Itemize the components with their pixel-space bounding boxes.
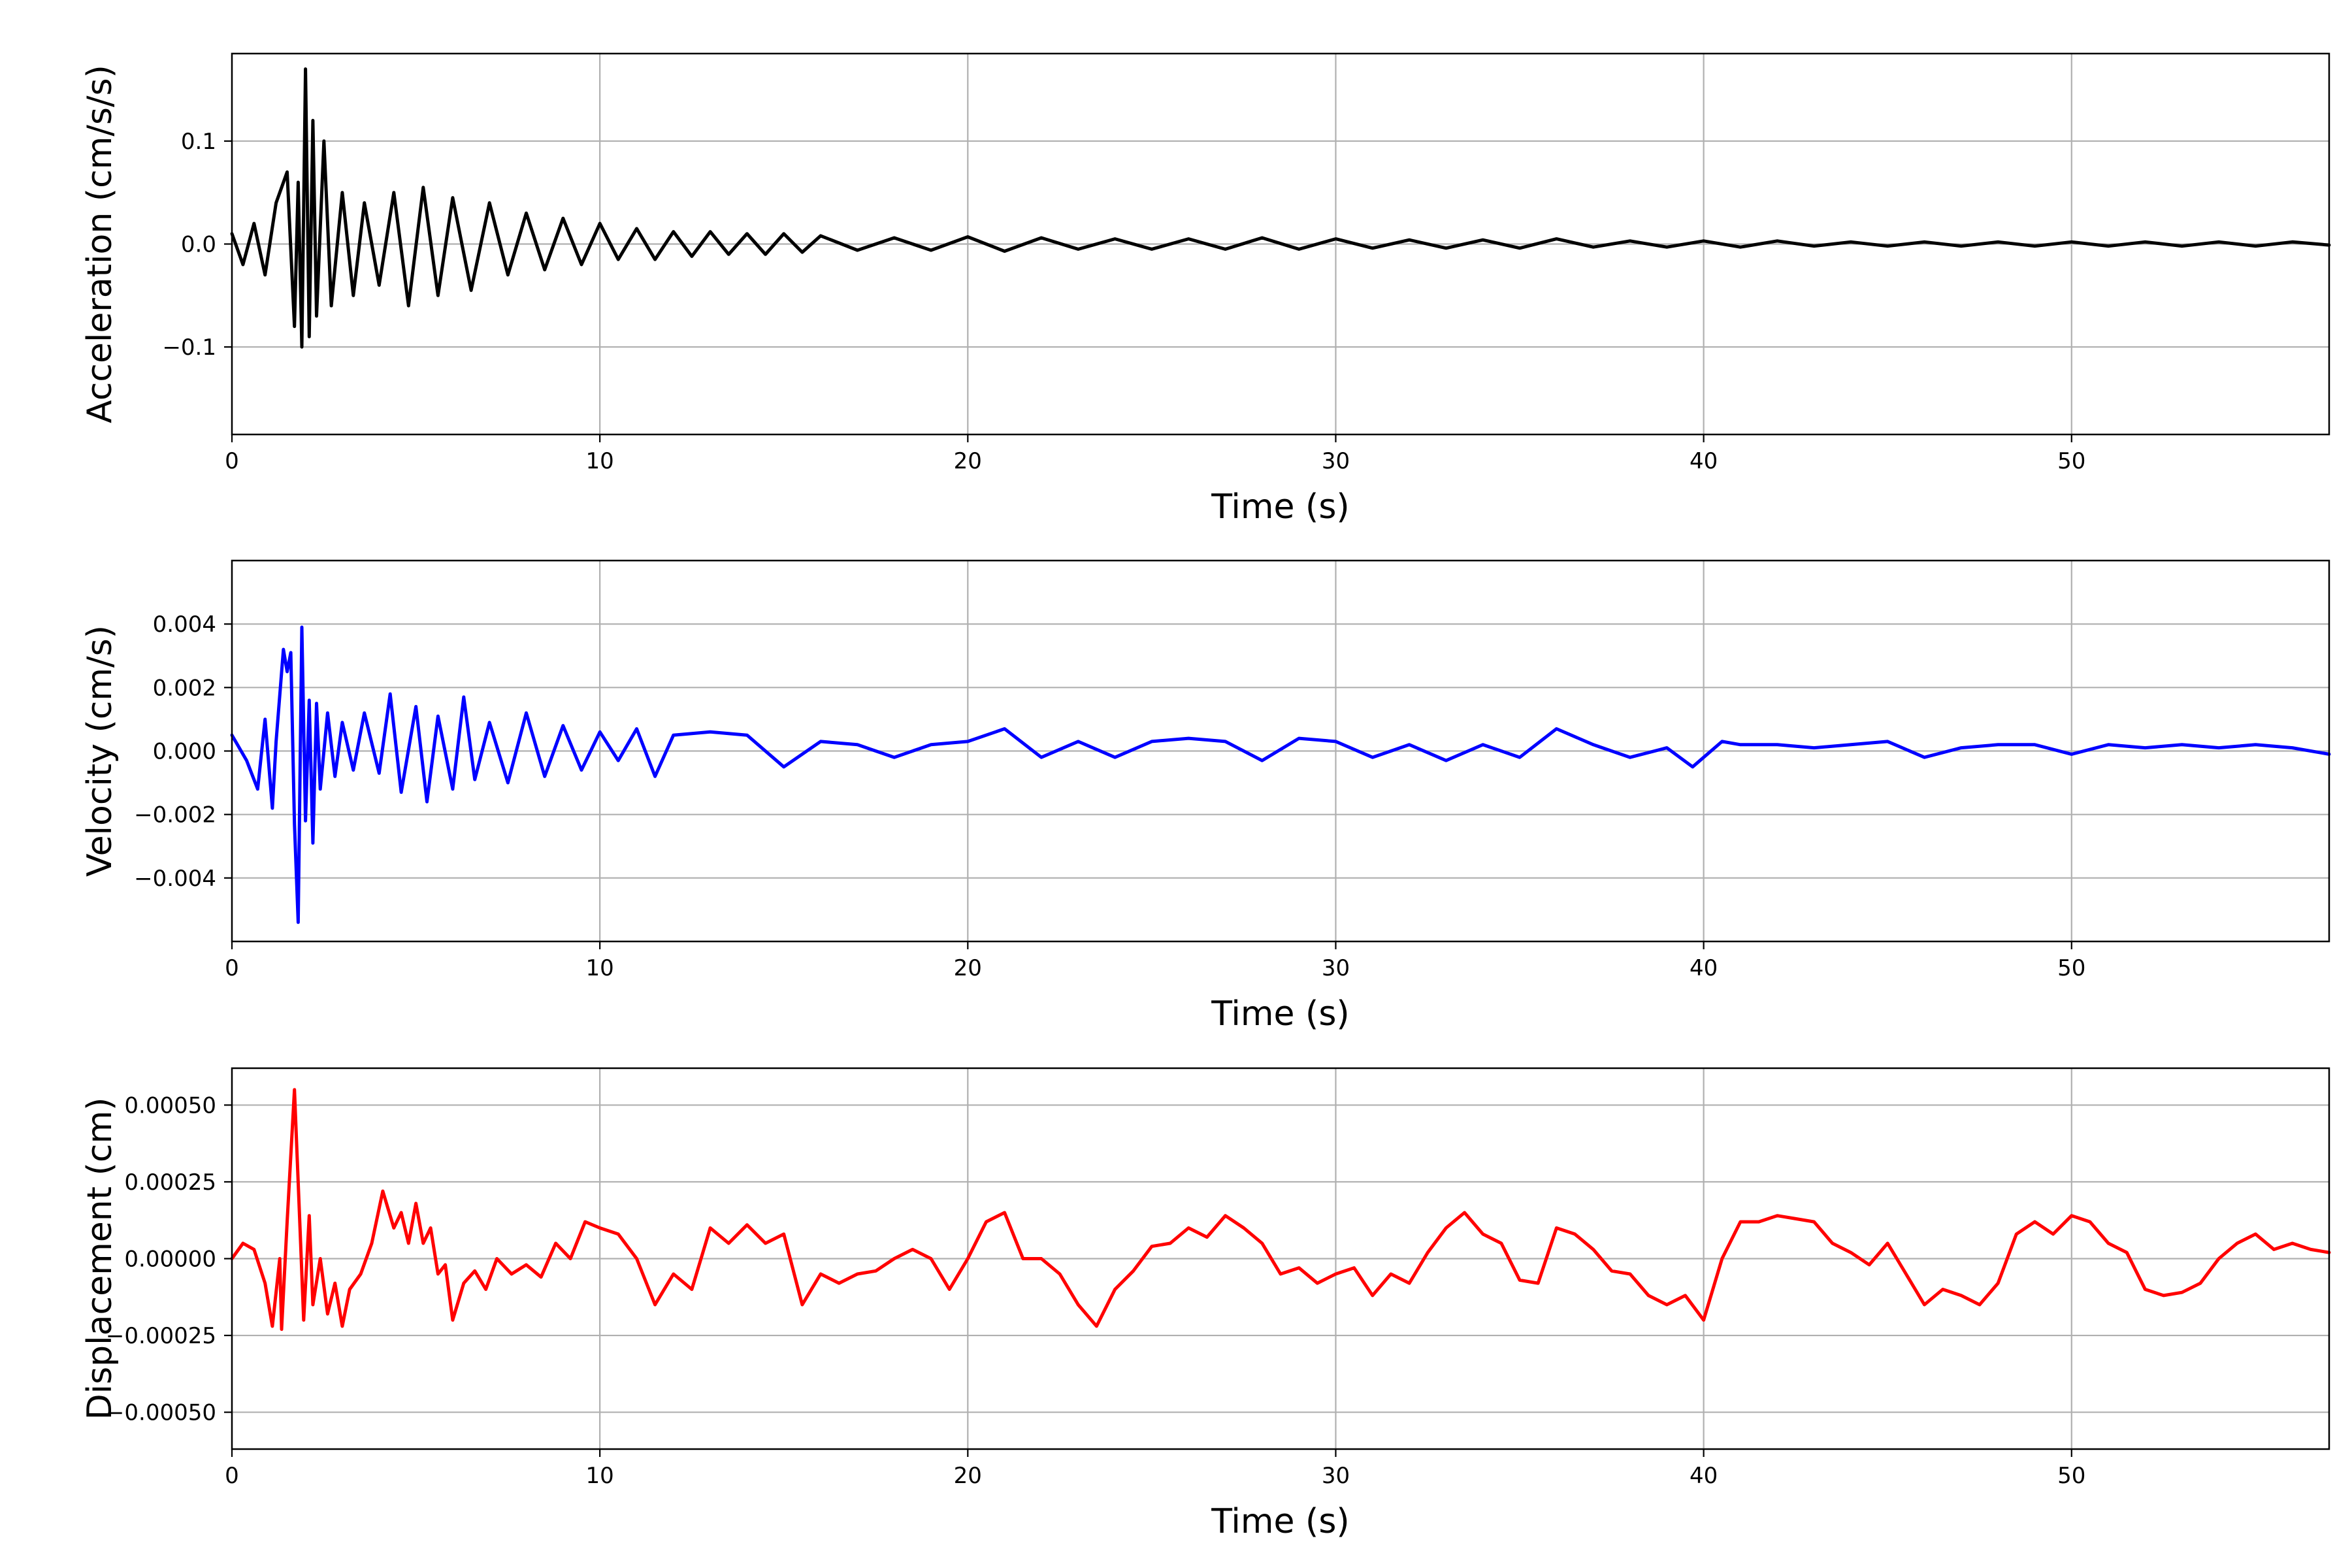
- displacement-y-tick-label: 0.00050: [124, 1092, 216, 1119]
- acceleration-y-tick-label: 0.0: [181, 232, 216, 258]
- displacement-x-tick-label: 50: [2057, 1463, 2085, 1489]
- displacement-x-tick-label: 40: [1690, 1463, 1718, 1489]
- velocity-y-tick-label: −0.004: [134, 866, 216, 892]
- acceleration-y-tick-label: −0.1: [162, 335, 216, 361]
- velocity-y-tick-label: 0.000: [153, 739, 216, 765]
- acceleration-panel: 0 10 20 30 40 50 −0.1 0.0 0.1 Time (s) Acceleratio…: [80, 52, 2331, 527]
- velocity-x-tick-label: 20: [954, 955, 982, 981]
- displacement-panel: 0 10 20 30 40 50 −0.00050 −0.00025 0.00000 0.0002…: [80, 1067, 2331, 1541]
- displacement-x-tick-label: 0: [225, 1463, 239, 1489]
- velocity-x-tick-label: 50: [2057, 955, 2085, 981]
- acceleration-x-tick-label: 20: [954, 448, 982, 474]
- velocity-x-tick-label: 10: [586, 955, 614, 981]
- velocity-x-axis-title: Time (s): [1211, 994, 1349, 1034]
- acceleration-x-tick-label: 30: [1322, 448, 1350, 474]
- velocity-y-tick-label: 0.002: [153, 675, 216, 701]
- velocity-x-tick-label: 40: [1690, 955, 1718, 981]
- displacement-x-axis-title: Time (s): [1211, 1502, 1349, 1541]
- velocity-y-tick-label: −0.002: [134, 802, 216, 828]
- displacement-y-tick-label: −0.00025: [106, 1323, 216, 1349]
- displacement-x-tick-label: 10: [586, 1463, 614, 1489]
- velocity-x-tick-label: 30: [1322, 955, 1350, 981]
- displacement-series-line: [230, 1088, 2331, 1331]
- acceleration-x-tick-label: 50: [2057, 448, 2085, 474]
- acceleration-y-tick-label: 0.1: [181, 129, 216, 155]
- acceleration-series-line: [230, 67, 2331, 349]
- velocity-x-tick-label: 0: [225, 955, 239, 981]
- velocity-y-tick-label: 0.004: [153, 612, 216, 638]
- displacement-y-tick-label: 0.00000: [124, 1247, 216, 1273]
- acceleration-x-tick-label: 0: [225, 448, 239, 474]
- acceleration-x-axis-title: Time (s): [1211, 487, 1349, 527]
- velocity-series-line: [230, 625, 2331, 924]
- acceleration-y-axis-title: Acceleration (cm/s/s): [80, 65, 120, 423]
- velocity-panel: 0 10 20 30 40 50 −0.004 −0.002 0.000 0.002 0.004 Ti…: [80, 559, 2331, 1034]
- acceleration-x-tick-label: 40: [1690, 448, 1718, 474]
- velocity-y-axis-title: Velocity (cm/s): [80, 625, 120, 877]
- displacement-y-tick-label: −0.00050: [106, 1400, 216, 1426]
- displacement-x-tick-label: 20: [954, 1463, 982, 1489]
- displacement-y-tick-label: 0.00025: [124, 1169, 216, 1196]
- displacement-x-tick-label: 30: [1322, 1463, 1350, 1489]
- acceleration-x-tick-label: 10: [586, 448, 614, 474]
- displacement-y-axis-title: Displacement (cm): [80, 1098, 120, 1420]
